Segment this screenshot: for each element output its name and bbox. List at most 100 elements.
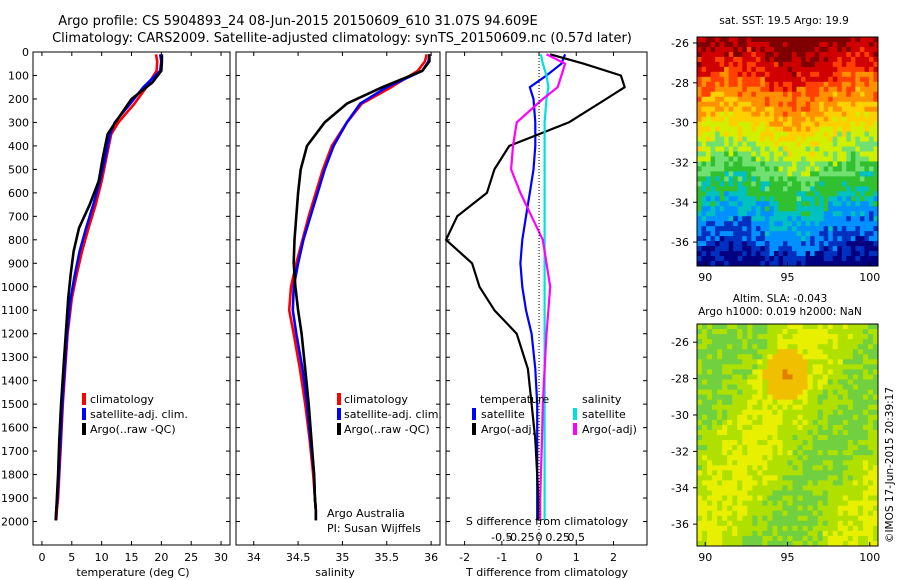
heatmap-cell	[837, 191, 843, 197]
heatmap-cell	[737, 435, 743, 441]
heatmap-cell	[867, 369, 874, 375]
heatmap-cell	[777, 369, 783, 375]
heatmap-cell	[812, 540, 819, 547]
heatmap-cell	[792, 349, 798, 355]
heatmap-cell	[807, 364, 814, 370]
heatmap-cell	[864, 191, 870, 197]
heatmap-cell	[832, 419, 839, 426]
heatmap-cell	[755, 201, 761, 207]
plot-frame	[32, 51, 231, 546]
heatmap-cell	[742, 171, 748, 177]
heatmap-cell	[819, 251, 825, 257]
heatmap-cell	[732, 339, 738, 345]
heatmap-cell	[850, 71, 856, 78]
heatmap-cell	[728, 171, 734, 177]
heatmap-cell	[792, 221, 797, 227]
heatmap-cell	[862, 525, 869, 532]
heatmap-cell	[715, 56, 721, 63]
heatmap-cell	[864, 221, 870, 227]
heatmap-cell	[797, 530, 803, 537]
heatmap-cell	[772, 374, 778, 380]
heatmap-cell	[855, 86, 861, 93]
heatmap-cell	[805, 241, 811, 247]
heatmap-cell	[828, 56, 834, 63]
heatmap-cell	[814, 196, 820, 202]
heatmap-cell	[868, 191, 874, 197]
heatmap-cell	[732, 354, 738, 360]
heatmap-cell	[823, 76, 829, 83]
heatmap-cell	[733, 51, 739, 58]
heatmap-cell	[778, 216, 784, 222]
heatmap-cell	[697, 535, 703, 542]
heatmap-cell	[841, 71, 847, 78]
heatmap-cell	[832, 440, 839, 446]
heatmap-cell	[832, 435, 839, 441]
heatmap-cell	[752, 404, 758, 411]
heatmap-cell	[796, 66, 802, 73]
heatmap-cell	[728, 211, 734, 217]
heatmap-cell	[737, 131, 743, 137]
heatmap-cell	[832, 334, 839, 340]
heatmap-cell	[862, 540, 869, 547]
heatmap-cell	[852, 505, 859, 512]
heatmap-cell	[701, 256, 707, 262]
heatmap-cell	[847, 470, 854, 476]
heatmap-cell	[737, 146, 743, 152]
heatmap-cell	[857, 429, 864, 436]
heatmap-cell	[778, 171, 784, 177]
heatmap-cell	[719, 101, 725, 108]
heatmap-cell	[850, 101, 856, 108]
heatmap-cell	[855, 146, 861, 152]
heatmap-cell	[846, 196, 852, 202]
heatmap-cell	[822, 540, 829, 547]
heatmap-cell	[810, 241, 816, 247]
heatmap-cell	[762, 525, 768, 532]
heatmap-cell	[797, 540, 803, 547]
heatmap-cell	[817, 535, 824, 542]
heatmap-cell	[832, 485, 839, 491]
heatmap-cell	[796, 96, 802, 103]
heatmap-cell	[697, 226, 702, 232]
heatmap-cell	[755, 191, 761, 197]
heatmap-cell	[787, 131, 793, 137]
heatmap-cell	[757, 470, 763, 476]
heatmap-cell	[852, 485, 859, 491]
heatmap-cell	[801, 241, 807, 247]
heatmap-cell	[822, 440, 829, 446]
heatmap-cell	[747, 369, 753, 375]
heatmap-cell	[706, 251, 711, 257]
heatmap-cell	[862, 445, 869, 451]
heatmap-cell	[697, 424, 703, 431]
heatmap-cell	[706, 146, 711, 152]
heatmap-cell	[814, 246, 820, 252]
heatmap-cell	[801, 116, 807, 123]
heatmap-cell	[710, 91, 716, 98]
heatmap-cell	[810, 51, 816, 58]
heatmap-cell	[742, 540, 748, 547]
heatmap-cell	[814, 251, 820, 257]
heatmap-cell	[867, 465, 874, 471]
heatmap-cell	[747, 339, 753, 345]
heatmap-cell	[764, 116, 770, 123]
heatmap-cell	[817, 530, 824, 537]
heatmap-cell	[727, 535, 733, 542]
heatmap-cell	[857, 344, 864, 350]
heatmap-cell	[762, 530, 768, 537]
heatmap-cell	[747, 379, 753, 385]
heatmap-cell	[837, 435, 844, 441]
heatmap-cell	[872, 384, 879, 390]
heatmap-cell	[722, 424, 728, 431]
heatmap-cell	[760, 121, 766, 128]
heatmap-cell	[862, 435, 869, 441]
heatmap-cell	[727, 344, 733, 350]
heatmap-cell	[742, 221, 748, 227]
heatmap-cell	[772, 480, 778, 486]
heatmap-cell	[733, 151, 739, 157]
heatmap-cell	[778, 76, 784, 83]
heatmap-cell	[837, 359, 844, 365]
heatmap-cell	[706, 181, 711, 187]
heatmap-cell	[792, 465, 798, 471]
heatmap-cell	[796, 171, 802, 177]
heatmap-cell	[859, 161, 865, 167]
heatmap-cell	[796, 211, 802, 217]
